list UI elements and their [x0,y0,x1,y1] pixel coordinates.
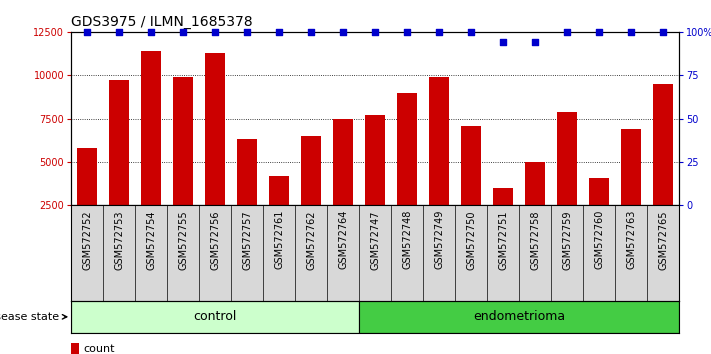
Bar [77,148,97,249]
Bar [173,77,193,249]
Bar [333,119,353,249]
Text: GSM572752: GSM572752 [82,210,92,270]
Point [241,29,253,35]
Point [370,29,381,35]
Text: GSM572753: GSM572753 [114,210,124,270]
Point [626,29,637,35]
Text: disease state: disease state [0,312,67,322]
Bar [557,112,577,249]
Text: GSM572760: GSM572760 [594,210,604,269]
Bar [71,301,359,333]
Point [401,29,412,35]
Text: GDS3975 / ILMN_1685378: GDS3975 / ILMN_1685378 [71,16,252,29]
Text: count: count [83,344,114,354]
Bar [525,162,545,249]
Text: GSM572757: GSM572757 [242,210,252,270]
Bar [493,188,513,249]
Point [434,29,445,35]
Text: endometrioma: endometrioma [473,310,565,323]
Text: GSM572747: GSM572747 [370,210,380,270]
Text: GSM572755: GSM572755 [178,210,188,270]
Bar [71,343,79,354]
Bar [397,92,417,249]
Text: GSM572749: GSM572749 [434,210,444,269]
Point [529,39,540,45]
Bar [141,51,161,249]
Text: GSM572750: GSM572750 [466,210,476,270]
Text: GSM572765: GSM572765 [658,210,668,270]
Bar [621,129,641,249]
Text: GSM572754: GSM572754 [146,210,156,270]
Point [82,29,92,35]
Text: GSM572764: GSM572764 [338,210,348,269]
Text: GSM572751: GSM572751 [498,210,508,270]
Point [114,29,125,35]
Point [306,29,317,35]
Point [498,39,509,45]
Point [146,29,157,35]
Text: GSM572759: GSM572759 [562,210,572,270]
Text: GSM572762: GSM572762 [306,210,316,270]
Point [209,29,220,35]
Point [338,29,349,35]
Point [178,29,189,35]
Bar [461,126,481,249]
Text: GSM572763: GSM572763 [626,210,636,269]
Text: GSM572758: GSM572758 [530,210,540,270]
Bar [589,178,609,249]
Bar [269,176,289,249]
Text: GSM572756: GSM572756 [210,210,220,270]
Text: GSM572748: GSM572748 [402,210,412,269]
Bar [205,53,225,249]
Bar [359,301,679,333]
Bar [429,77,449,249]
Point [273,29,284,35]
Bar [237,139,257,249]
Text: control: control [193,310,237,323]
Bar [109,80,129,249]
Point [465,29,476,35]
Bar [301,136,321,249]
Text: GSM572761: GSM572761 [274,210,284,269]
Point [561,29,572,35]
Bar [653,84,673,249]
Point [657,29,668,35]
Point [593,29,604,35]
Bar [365,115,385,249]
